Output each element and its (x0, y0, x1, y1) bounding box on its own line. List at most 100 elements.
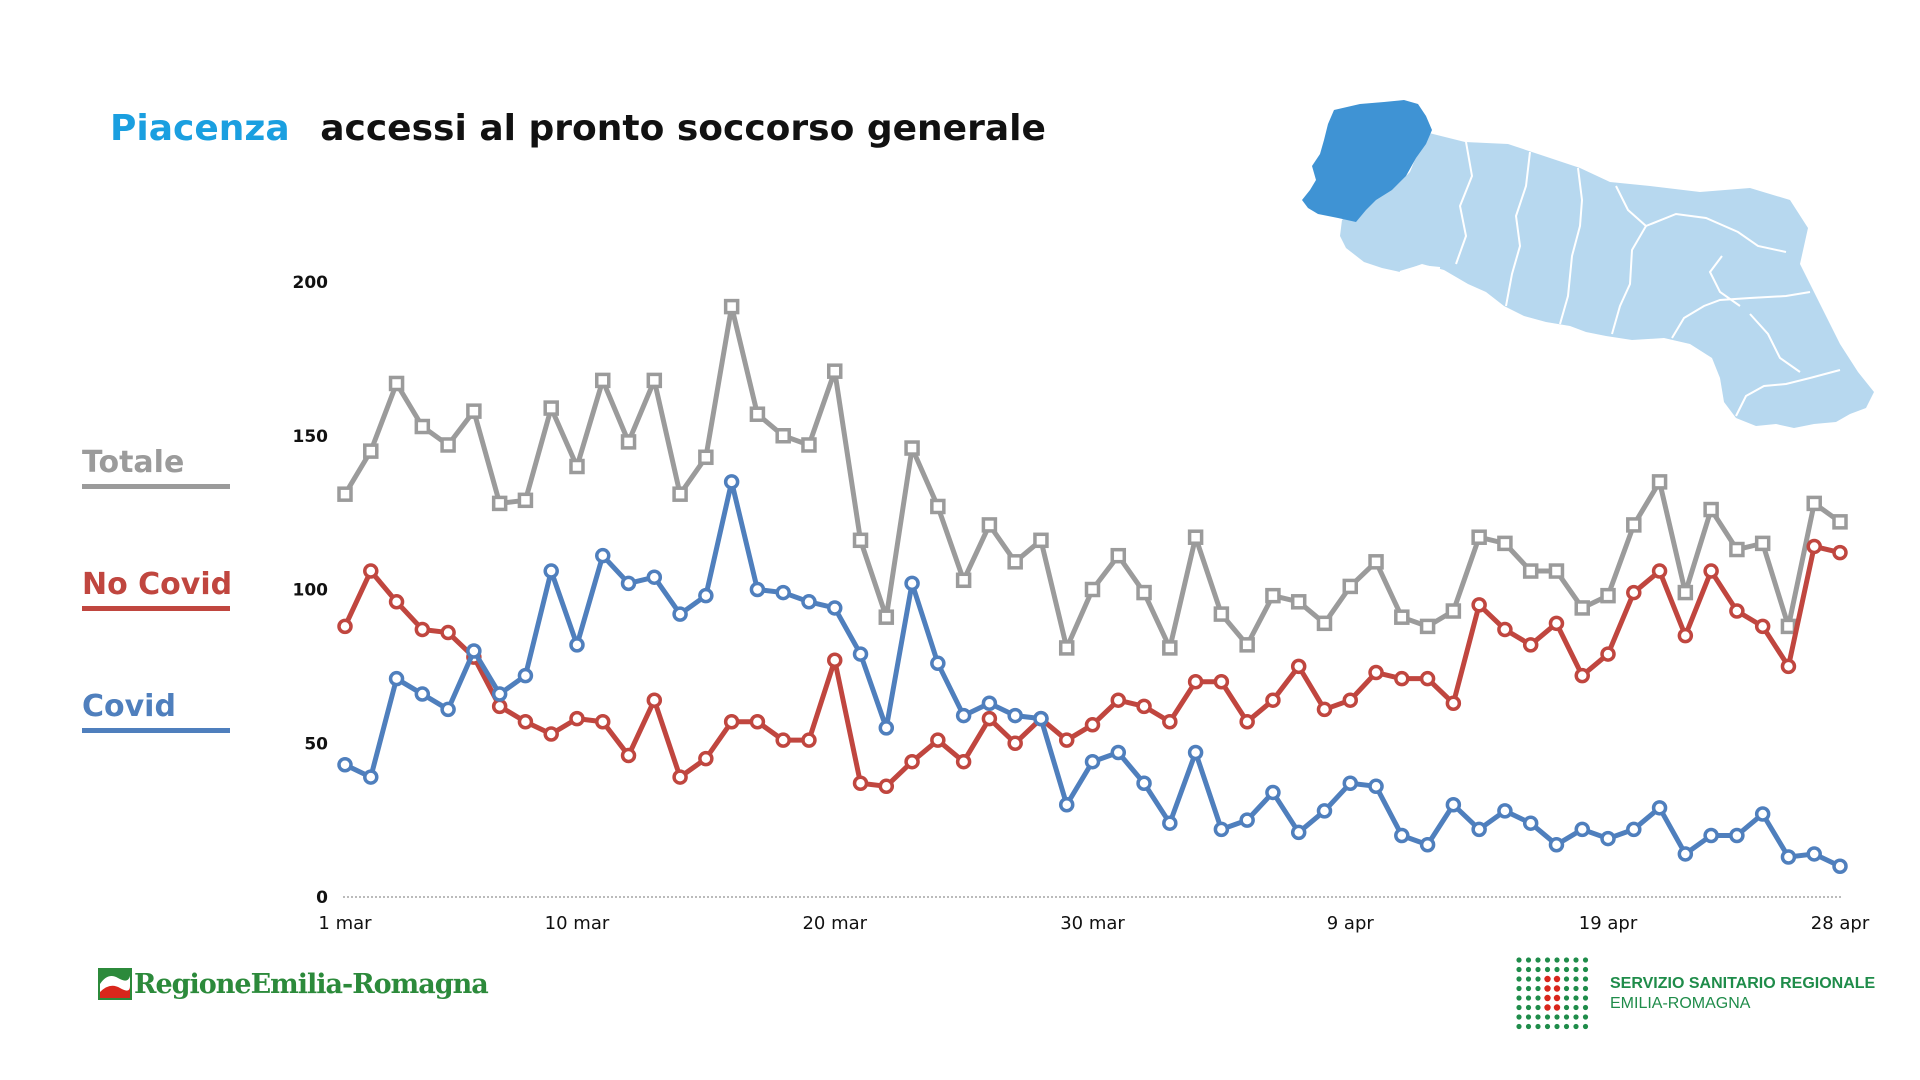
data-point (466, 643, 482, 659)
logo-dot (1544, 994, 1551, 1002)
data-point (1316, 803, 1333, 819)
data-point (569, 710, 585, 727)
logo-dot (1535, 1004, 1541, 1011)
data-point (698, 750, 714, 767)
data-point (1497, 535, 1513, 552)
logo-dot (1525, 966, 1532, 973)
data-point (1574, 600, 1590, 616)
data-point (1445, 603, 1462, 619)
logo-dot (1535, 1023, 1541, 1030)
logo-dot (1535, 966, 1541, 973)
series-no-covid (337, 538, 1848, 795)
data-point (1058, 797, 1075, 813)
series-totale (337, 298, 1848, 656)
logo-dot (1563, 1004, 1570, 1011)
data-point (1651, 563, 1668, 579)
data-point (1342, 578, 1359, 595)
logo-dot (1573, 1023, 1579, 1030)
logo-dot (1544, 1023, 1551, 1030)
data-point (1677, 846, 1694, 862)
data-point (543, 726, 559, 742)
data-point (440, 624, 456, 641)
legend-item-totale: Totale (82, 445, 230, 489)
data-point (1084, 717, 1101, 733)
data-point (1394, 827, 1410, 844)
data-point (1342, 692, 1359, 708)
legend-label-no-covid: No Covid (82, 567, 233, 602)
data-point (1445, 695, 1462, 712)
logo-dot (1516, 995, 1522, 1001)
legend-label-totale: Totale (82, 445, 185, 480)
chart-series (337, 298, 1848, 874)
data-point (363, 769, 379, 785)
data-point (1832, 858, 1848, 874)
data-point (1213, 821, 1230, 838)
data-point (749, 406, 766, 422)
data-point (1626, 517, 1642, 533)
data-point (1187, 744, 1204, 761)
title-description: accessi al pronto soccorso generale (320, 108, 1046, 149)
servizio-sanitario-logo: SERVIZIO SANITARIO REGIONALE EMILIA-ROMA… (1514, 955, 1875, 1033)
logo-dot (1553, 1004, 1561, 1011)
data-point (1574, 667, 1590, 684)
data-point (1626, 584, 1642, 601)
data-point (1239, 713, 1255, 730)
data-point (775, 428, 791, 444)
data-point (646, 569, 663, 585)
data-point (1548, 615, 1565, 632)
data-point (1290, 594, 1307, 610)
data-point (801, 594, 817, 610)
logo-dot (1573, 995, 1579, 1001)
x-tick-label: 30 mar (1060, 913, 1125, 934)
data-point (775, 732, 791, 748)
legend-item-no-covid: No Covid (82, 567, 232, 611)
data-point (981, 517, 998, 533)
data-point (517, 713, 534, 730)
data-point (595, 713, 611, 730)
data-point (363, 443, 379, 459)
data-point (1265, 692, 1281, 708)
data-point (1265, 784, 1281, 801)
logo-dot (1553, 975, 1561, 983)
x-tick-label: 28 apr (1811, 913, 1870, 934)
logo-dot (1582, 995, 1589, 1001)
data-point (1780, 658, 1797, 675)
data-point (388, 594, 405, 610)
logo-dot (1525, 1023, 1532, 1030)
data-point (1832, 544, 1848, 561)
data-point (1703, 563, 1719, 579)
logo-dot (1582, 1014, 1589, 1020)
data-point (1239, 812, 1255, 828)
series-line (343, 479, 1842, 869)
logo-dot (1573, 1004, 1579, 1011)
data-point (491, 698, 508, 715)
data-point (646, 692, 663, 708)
data-point (1703, 827, 1719, 844)
data-point (595, 547, 611, 564)
data-point (672, 769, 688, 785)
data-point (1316, 615, 1333, 632)
data-point (1832, 514, 1848, 530)
data-point (1162, 640, 1178, 656)
data-point (1677, 584, 1694, 601)
region-map (1302, 100, 1874, 428)
logo-dot (1544, 957, 1551, 963)
data-point (852, 646, 869, 662)
data-point (1394, 670, 1410, 687)
ssr-line-2: EMILIA-ROMAGNA (1610, 995, 1751, 1012)
data-point (1239, 637, 1255, 653)
data-point (723, 713, 740, 730)
data-point (569, 458, 585, 475)
data-point (749, 713, 766, 730)
data-point (1162, 815, 1178, 831)
data-point (1600, 830, 1616, 847)
regione-logo-text: RegioneEmilia-Romagna (134, 968, 489, 1000)
data-point (646, 372, 663, 389)
logo-dot (1573, 966, 1579, 973)
x-tick-label: 1 mar (318, 913, 372, 934)
logo-dot (1582, 966, 1589, 973)
data-point (1729, 603, 1745, 619)
data-point (1729, 541, 1745, 558)
data-point (620, 575, 637, 592)
data-point (491, 495, 508, 512)
